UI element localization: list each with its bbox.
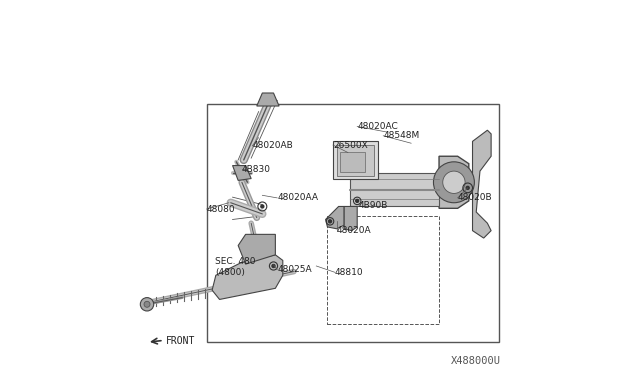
Polygon shape bbox=[257, 93, 279, 106]
Text: 4B830: 4B830 bbox=[242, 165, 271, 174]
Text: 48020A: 48020A bbox=[337, 226, 371, 235]
Polygon shape bbox=[344, 206, 357, 231]
Circle shape bbox=[443, 171, 465, 193]
Text: 48020AC: 48020AC bbox=[357, 122, 398, 131]
Bar bbox=[328, 216, 439, 324]
Text: 4B90B: 4B90B bbox=[359, 201, 388, 210]
Polygon shape bbox=[232, 166, 251, 180]
Bar bbox=[349, 173, 439, 206]
Polygon shape bbox=[238, 234, 275, 264]
Circle shape bbox=[328, 220, 332, 223]
Text: 48020AB: 48020AB bbox=[252, 141, 293, 150]
Text: 26500X: 26500X bbox=[333, 141, 368, 150]
Bar bbox=[340, 152, 365, 172]
Text: SEC. 480
(4800): SEC. 480 (4800) bbox=[215, 257, 255, 277]
Polygon shape bbox=[326, 206, 344, 229]
Circle shape bbox=[356, 199, 358, 202]
Text: FRONT: FRONT bbox=[166, 337, 195, 346]
Circle shape bbox=[466, 186, 469, 189]
Text: 48020AA: 48020AA bbox=[277, 193, 318, 202]
Circle shape bbox=[433, 162, 474, 203]
Circle shape bbox=[272, 264, 275, 267]
Text: 48020B: 48020B bbox=[458, 193, 492, 202]
Polygon shape bbox=[212, 255, 283, 299]
Bar bbox=[333, 141, 378, 179]
Text: 48548M: 48548M bbox=[383, 131, 419, 140]
Text: 48025A: 48025A bbox=[277, 265, 312, 274]
Circle shape bbox=[144, 301, 150, 307]
Circle shape bbox=[261, 205, 264, 208]
Text: 48810: 48810 bbox=[335, 268, 364, 277]
Text: 48080: 48080 bbox=[207, 205, 235, 214]
Polygon shape bbox=[439, 156, 468, 208]
Bar bbox=[337, 145, 374, 176]
Bar bbox=[207, 104, 499, 342]
Text: X488000U: X488000U bbox=[451, 356, 500, 366]
Circle shape bbox=[140, 298, 154, 311]
Polygon shape bbox=[472, 130, 491, 238]
